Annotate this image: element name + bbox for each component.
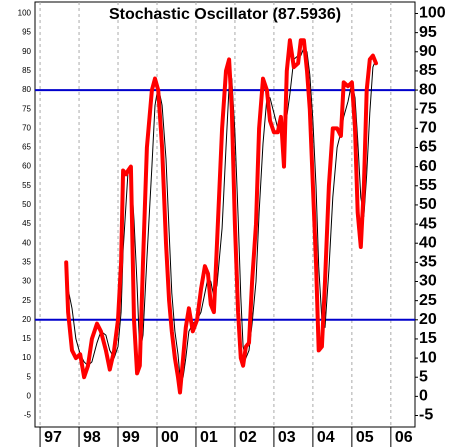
y-tick-label-right: 60: [419, 158, 437, 175]
y-tick-label-left: 10: [22, 353, 31, 362]
x-tick-label: 02: [239, 429, 257, 446]
x-tick-label: 01: [200, 429, 218, 446]
y-tick-label-left: 30: [22, 277, 31, 286]
y-tick-label-right: 55: [419, 177, 437, 194]
y-tick-label-left: 90: [22, 47, 31, 56]
y-tick-label-left: 5: [27, 372, 32, 381]
y-tick-label-right: 65: [419, 139, 437, 156]
y-tick-label-left: 95: [22, 28, 31, 37]
y-tick-label-left: 100: [18, 9, 32, 18]
y-tick-label-left: 0: [27, 391, 32, 400]
y-tick-label-left: 45: [22, 219, 31, 228]
y-tick-label-right: 80: [419, 81, 437, 98]
x-tick-label: 00: [161, 429, 179, 446]
y-tick-label-left: 65: [22, 143, 31, 152]
y-tick-label-left: -5: [24, 411, 32, 420]
y-tick-label-right: 75: [419, 100, 437, 117]
y-tick-label-left: 80: [22, 85, 31, 94]
y-tick-label-left: 20: [22, 315, 31, 324]
x-tick-label: 98: [83, 429, 101, 446]
y-tick-label-right: 25: [419, 292, 437, 309]
chart-title: Stochastic Oscillator (87.5936): [109, 6, 341, 23]
y-tick-label-right: 85: [419, 62, 437, 79]
y-tick-label-right: 20: [419, 311, 437, 328]
y-tick-label-right: 95: [419, 24, 437, 41]
y-tick-label-left: 40: [22, 238, 31, 247]
y-tick-label-right: 70: [419, 120, 437, 137]
y-tick-label-right: 10: [419, 349, 437, 366]
x-tick-label: 97: [44, 429, 62, 446]
y-tick-label-right: 5: [419, 368, 428, 385]
y-tick-label-left: 85: [22, 66, 31, 75]
y-tick-label-left: 25: [22, 296, 31, 305]
y-tick-label-right: 35: [419, 254, 437, 271]
y-tick-label-right: -5: [419, 407, 433, 424]
y-tick-label-right: 0: [419, 388, 428, 405]
x-tick-label: 04: [317, 429, 335, 446]
y-tick-label-left: 70: [22, 123, 31, 132]
x-tick-label: 06: [395, 429, 413, 446]
x-tick-label: 03: [278, 429, 296, 446]
y-tick-label-right: 45: [419, 215, 437, 232]
y-tick-label-left: 15: [22, 334, 31, 343]
y-tick-label-right: 90: [419, 43, 437, 60]
y-tick-label-left: 35: [22, 257, 31, 266]
y-tick-label-left: 75: [22, 104, 31, 113]
y-tick-label-right: 30: [419, 273, 437, 290]
y-tick-label-right: 100: [419, 5, 446, 22]
y-tick-label-left: 60: [22, 162, 31, 171]
y-tick-label-right: 50: [419, 196, 437, 213]
series-line: [64, 38, 378, 395]
x-tick-label: 99: [122, 429, 140, 446]
y-tick-label-left: 55: [22, 181, 31, 190]
y-tick-label-right: 40: [419, 234, 437, 251]
y-tick-label-right: 15: [419, 330, 437, 347]
x-tick-label: 05: [356, 429, 374, 446]
y-tick-label-left: 50: [22, 200, 31, 209]
